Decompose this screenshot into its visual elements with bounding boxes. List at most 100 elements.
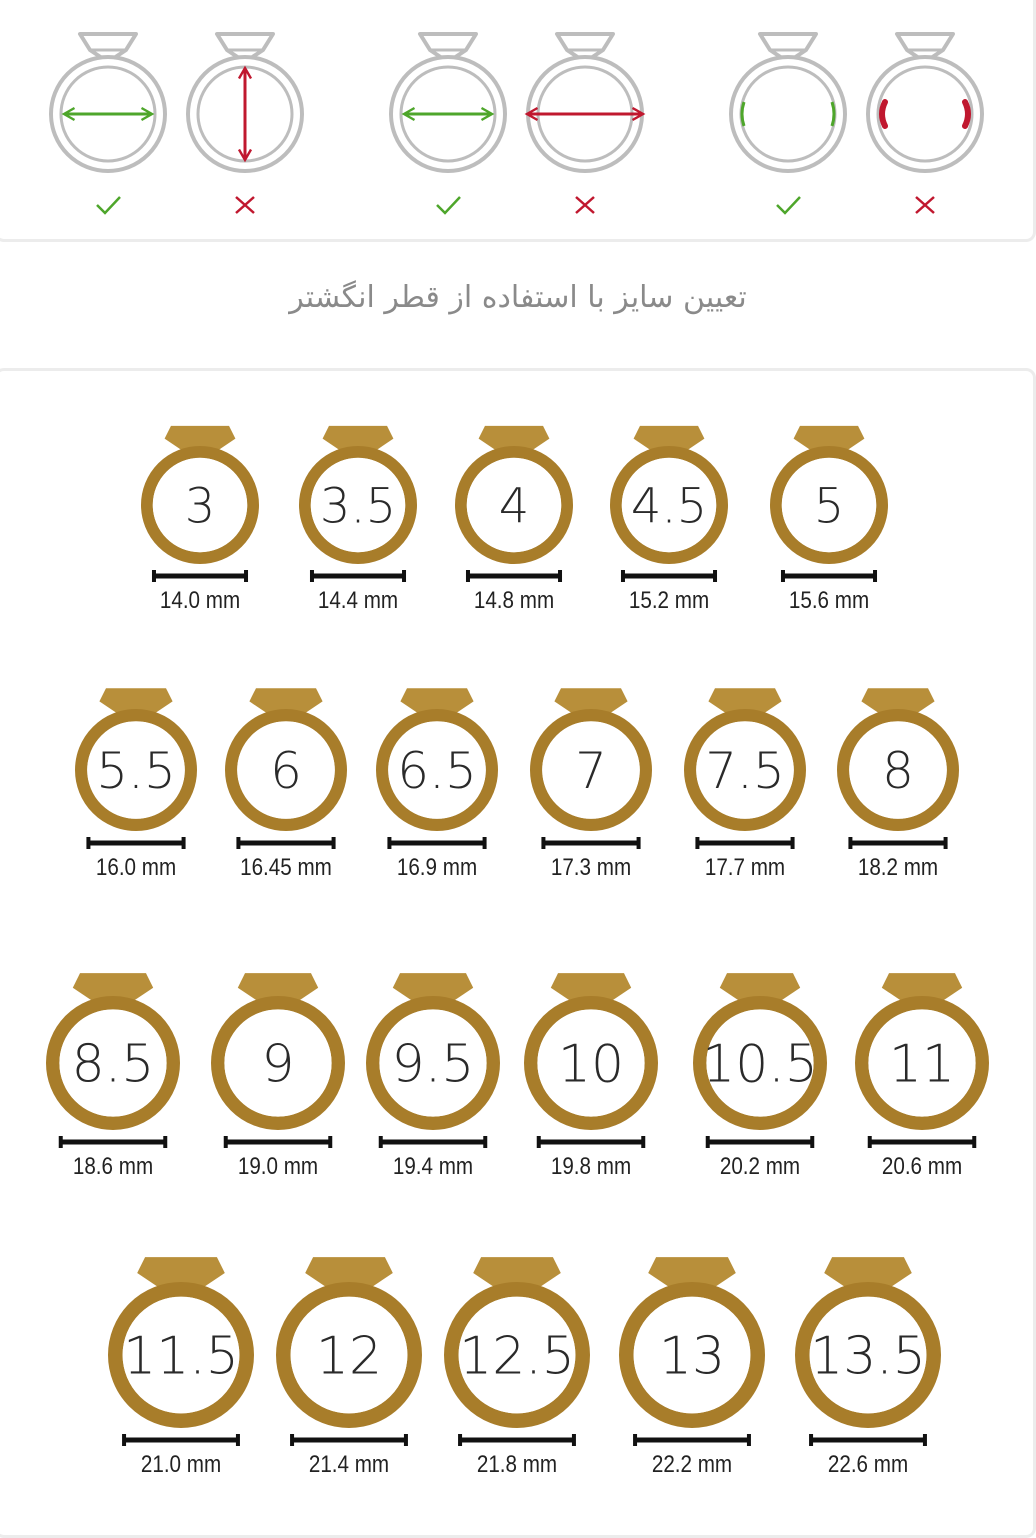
ring-band [108,1282,254,1429]
diamond-icon [478,425,550,463]
ring-hole [781,457,877,553]
guide-ring-icon [729,32,847,215]
ring-size-number: 10 [558,1035,624,1095]
diameter-label: 16.0 mm [96,854,176,881]
diameter-label: 18.6 mm [73,1153,153,1180]
diameter-label: 17.7 mm [705,854,785,881]
ring-hole [706,1009,814,1117]
ring-size-item: 7 17.3 mm [529,688,652,880]
ring-size-item: 6 16.45 mm [225,688,348,881]
ring-size-item: 12 21.4 mm [275,1257,422,1478]
measure-mark-right [962,99,971,129]
ring-band [225,708,348,831]
ring-band [366,996,501,1131]
diameter-label: 14.8 mm [474,587,554,614]
ring-hole [310,457,406,553]
ring-band [74,708,198,831]
ring-band [524,996,659,1131]
diameter-label: 20.6 mm [882,1153,962,1180]
ring-band [443,1282,590,1429]
ring-hole [466,457,562,553]
diameter-label: 22.2 mm [652,1451,732,1478]
diameter-label: 21.4 mm [309,1451,389,1478]
diamond-icon [861,688,935,727]
check-icon [776,196,801,215]
ring-hole [868,1009,976,1117]
ring-band [794,1282,941,1429]
ring-size-number: 4.5 [631,478,707,534]
measure-mark-right [830,101,836,127]
ring-size-number: 5.5 [96,742,176,800]
ring-size-number: 8 [882,742,914,800]
diamond-icon [237,973,319,1015]
diameter-label: 19.4 mm [393,1153,473,1180]
ring-band [693,996,828,1131]
ring-size-item: 9 19.0 mm [210,973,345,1180]
ring-size-number: 7.5 [705,742,785,800]
ring-hole [224,1009,332,1117]
ring-hole [237,721,335,819]
guide-ring-icon [389,32,507,215]
ring-band [298,445,417,564]
ring-band [46,996,180,1131]
diamond-icon [793,425,865,463]
ring-size-item: 3 14.0 mm [140,425,259,614]
ring-size-number: 12.5 [459,1327,575,1387]
ring-hole [633,1296,751,1414]
ring-size-number: 9 [261,1035,294,1095]
cross-icon [575,196,595,214]
ring-size-item: 6.5 16.9 mm [376,688,499,881]
diamond-icon [554,688,628,727]
diameter-label: 19.0 mm [238,1153,318,1180]
ring-size-item: 8 18.2 mm [836,688,959,881]
guide-ring-icon [186,32,304,214]
ring-size-number: 6.5 [397,742,477,800]
diamond-icon [164,425,236,463]
ring-size-number: 6 [270,742,302,800]
diamond-icon [137,1257,225,1303]
diameter-label: 20.2 mm [720,1153,800,1180]
ring-size-item: 10.5 20.2 mm [693,973,828,1180]
ring-hole [122,1296,240,1414]
ring-size-item: 5.5 16.0 mm [74,688,198,881]
diamond-icon [550,973,632,1015]
check-icon [436,196,461,215]
ring-hole [537,1009,645,1117]
diameter-label: 16.45 mm [240,854,332,881]
ring-size-number: 5 [814,478,845,534]
section-caption: تعیین سایز با استفاده از قطر انگشتر [289,280,747,315]
ring-size-number: 10.5 [702,1035,818,1095]
diameter-label: 14.0 mm [160,587,240,614]
ring-band [376,708,499,831]
diamond-icon [719,973,801,1015]
ring-size-number: 11 [889,1035,955,1095]
ring-size-item: 13.5 22.6 mm [794,1257,941,1478]
diameter-label: 22.6 mm [828,1451,908,1478]
diamond-icon [392,973,474,1015]
measurement-guide-illustration [49,32,984,215]
measure-mark-left [740,101,746,127]
ring-band [770,445,889,564]
ring-size-number: 11.5 [123,1327,239,1387]
ring-hole [809,1296,927,1414]
measure-mark-left [879,99,888,129]
diameter-label: 16.9 mm [397,854,477,881]
ring-size-number: 4 [499,478,530,534]
ring-band [140,445,259,564]
diamond-icon [708,688,782,727]
diameter-label: 18.2 mm [858,854,938,881]
ring-size-item: 4.5 15.2 mm [610,425,729,613]
diamond-icon [881,973,963,1015]
ring-size-number: 8.5 [72,1035,155,1095]
diamond-icon [648,1257,736,1303]
guide-ring-icon [524,32,646,214]
ring-band [275,1282,422,1429]
ring-hole [87,721,185,819]
ring-band [210,996,345,1131]
diamond-icon [473,1257,561,1303]
diamond-icon [322,425,394,463]
ring-size-item: 13 22.2 mm [618,1257,765,1478]
ring-size-item: 11 20.6 mm [855,973,990,1180]
ring-size-item: 4 14.8 mm [454,425,573,614]
ring-size-item: 10 19.8 mm [524,973,659,1179]
